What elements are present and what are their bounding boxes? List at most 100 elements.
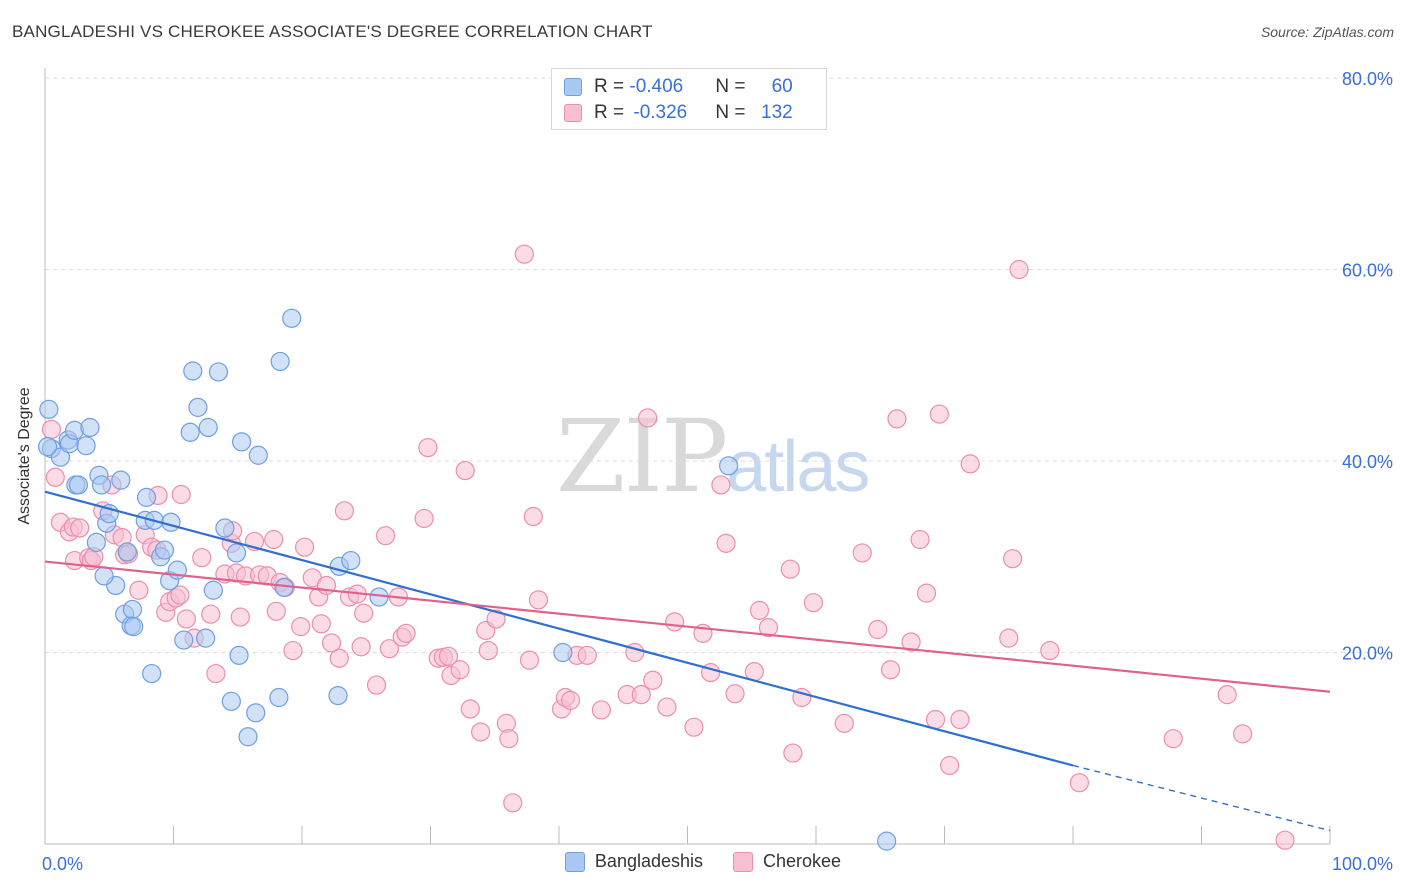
legend-row-bangladeshis: R = -0.406 N = 60: [564, 75, 793, 99]
bangladeshi-point: [154, 540, 175, 560]
cherokee-point: [1163, 729, 1183, 749]
cherokee-point: [45, 467, 65, 487]
bangladeshi-point: [76, 436, 96, 456]
y-tick-label: 20.0%: [1342, 644, 1393, 664]
cherokee-point: [379, 639, 399, 659]
bangladeshi-point: [341, 550, 361, 571]
cherokee-point: [803, 593, 824, 613]
cherokee-point: [283, 640, 303, 661]
bangladeshi-point: [196, 628, 216, 648]
bangladeshi-point: [877, 831, 897, 851]
legend-item-bangladeshis: Bangladeshis: [564, 851, 703, 872]
cherokee-point: [684, 717, 704, 737]
cherokee-trend-line: [44, 560, 1331, 693]
cherokee-point: [201, 604, 221, 624]
cherokee-point: [460, 699, 480, 719]
cherokee-point: [925, 709, 946, 730]
cherokee-point: [414, 508, 434, 529]
cherokee-point: [41, 419, 62, 440]
blue-swatch-icon: [564, 851, 585, 872]
bangladeshi-point: [142, 663, 162, 684]
cherokee-point: [725, 684, 745, 704]
bangladeshi-point: [111, 470, 131, 490]
cherokee-point: [950, 709, 970, 730]
bangladeshi-point: [94, 566, 114, 586]
bangladeshi-point: [269, 687, 289, 708]
cherokee-point: [499, 729, 519, 749]
bangladeshi-point: [136, 487, 157, 507]
bangladeshi-point: [124, 617, 144, 637]
legend-n-label: N =: [715, 102, 751, 123]
cherokee-point: [129, 580, 149, 600]
cherokee-point: [1069, 773, 1090, 793]
cherokee-point: [176, 609, 196, 629]
cherokee-point: [780, 559, 800, 579]
bangladeshi-point: [248, 445, 268, 465]
cherokee-point: [910, 529, 930, 550]
bangladeshi-point: [50, 447, 71, 467]
cherokee-point: [638, 408, 658, 428]
cherokee-point: [665, 612, 685, 632]
y-tick-label: 80.0%: [1342, 69, 1393, 89]
cherokee-point: [929, 404, 949, 424]
cherokee-point: [880, 660, 901, 680]
cherokee-point: [749, 600, 770, 620]
bangladeshi-point: [39, 399, 59, 419]
cherokee-point: [171, 484, 191, 505]
cherokee-point: [999, 628, 1019, 648]
cherokee-point: [852, 543, 872, 563]
cherokee-point: [206, 663, 226, 684]
cherokee-point: [311, 614, 331, 634]
cherokee-point: [291, 617, 311, 637]
cherokee-point: [868, 619, 888, 640]
cherokee-point: [960, 454, 980, 474]
pink-swatch-icon: [733, 851, 754, 872]
cherokee-point: [266, 601, 286, 621]
cherokee-point: [1217, 685, 1237, 705]
cherokee-point: [834, 713, 854, 733]
cherokee-point: [916, 583, 937, 603]
cherokee-point: [471, 722, 491, 742]
cherokee-point: [418, 437, 438, 458]
bangladeshi-point: [68, 475, 89, 495]
bangladeshi-point: [246, 703, 266, 723]
bangladeshi-point: [188, 397, 208, 417]
cherokee-point: [375, 526, 396, 546]
cherokee-point: [528, 590, 549, 610]
cherokee-point: [438, 646, 459, 666]
bangladeshi-point: [282, 308, 302, 328]
bangladeshi-point: [91, 475, 112, 495]
legend-n-value: 60: [771, 76, 793, 97]
bangladeshi-point: [719, 456, 739, 476]
cherokee-point: [631, 685, 651, 705]
bangladeshi-point: [203, 580, 223, 600]
bangladeshi-point: [226, 543, 247, 563]
cherokee-point: [716, 533, 736, 553]
cherokee-point: [351, 637, 371, 657]
x-tick-label: 0.0%: [42, 854, 83, 874]
cherokee-point: [264, 529, 284, 550]
bangladeshi-trend-extension: [1072, 764, 1331, 832]
cherokee-point: [396, 623, 416, 643]
cherokee-point: [321, 633, 342, 653]
legend-item-cherokee: Cherokee: [733, 851, 841, 872]
series-legend: Bangladeshis Cherokee: [0, 851, 1406, 872]
cherokee-point: [70, 518, 90, 538]
cherokee-point: [1003, 549, 1023, 569]
cherokee-point: [560, 690, 581, 710]
cherokee-point: [503, 793, 523, 813]
bangladeshi-point: [215, 518, 235, 538]
bangladeshi-trend-line: [44, 490, 1074, 767]
cherokee-point: [329, 648, 349, 668]
cherokee-point: [230, 607, 250, 627]
legend-n-value: 132: [761, 102, 793, 123]
cherokee-point: [758, 618, 779, 638]
cherokee-point: [940, 755, 960, 776]
cherokee-point: [486, 609, 506, 629]
legend-r-label: R =: [594, 76, 630, 97]
bangladeshi-point: [198, 417, 218, 438]
cherokee-point: [294, 537, 315, 557]
cherokee-point: [783, 743, 803, 763]
bangladeshi-point: [122, 599, 142, 620]
legend-r-label: R =: [594, 102, 630, 123]
